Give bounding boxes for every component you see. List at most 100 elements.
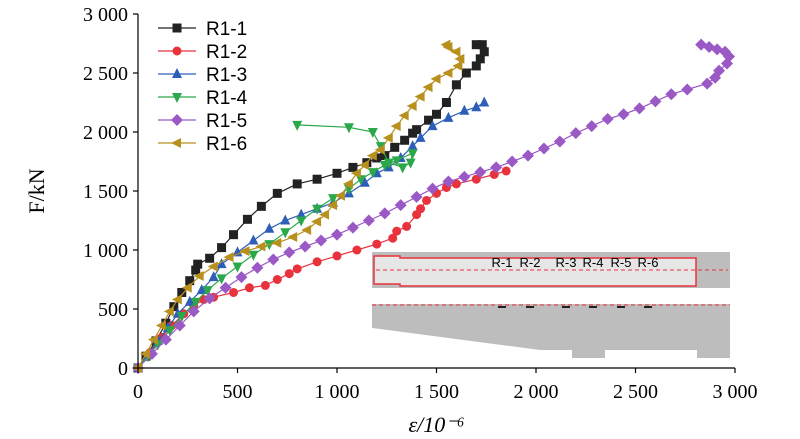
series-line <box>137 124 414 369</box>
data-point <box>193 259 203 269</box>
y-axis-title: F/kN <box>24 168 49 213</box>
data-point <box>390 142 400 152</box>
x-axis-title: ε/10⁻⁶ <box>408 412 464 437</box>
data-point <box>424 115 434 125</box>
data-point <box>328 194 339 205</box>
data-point <box>251 261 264 274</box>
data-point <box>147 334 158 345</box>
data-point <box>207 261 218 272</box>
data-point <box>271 237 282 248</box>
data-point <box>617 108 630 121</box>
data-point <box>191 265 201 275</box>
data-point <box>471 40 481 50</box>
gauge-mark <box>644 306 652 308</box>
y-tick-label: 2 500 <box>83 63 128 85</box>
data-point <box>601 113 614 126</box>
legend-label: R1-1 <box>206 19 247 40</box>
data-point <box>319 209 330 220</box>
data-point <box>474 166 487 179</box>
data-point <box>392 226 402 236</box>
data-point <box>402 221 412 231</box>
data-point <box>405 158 416 169</box>
gauge-mark <box>589 306 597 308</box>
data-point <box>163 306 174 317</box>
legend: R1-1R1-2R1-3R1-4R1-5R1-6 <box>158 19 248 155</box>
gauge-mark <box>617 306 625 308</box>
data-point <box>312 204 323 215</box>
data-point <box>332 251 342 261</box>
series-line <box>137 101 485 369</box>
data-point <box>139 348 150 359</box>
data-point <box>229 230 239 240</box>
data-point <box>342 178 353 189</box>
data-point <box>202 286 213 297</box>
data-point <box>260 280 270 290</box>
data-point <box>367 128 378 138</box>
x-tick-label: 1 000 <box>315 381 360 403</box>
data-point <box>416 204 426 214</box>
data-point <box>501 166 511 176</box>
data-point <box>301 224 312 235</box>
data-point <box>217 243 227 253</box>
data-point <box>454 53 465 64</box>
legend-item-r1-2: R1-2 <box>158 42 247 63</box>
data-point <box>248 234 259 245</box>
data-point <box>506 155 519 168</box>
legend-label: R1-6 <box>206 134 247 155</box>
data-point <box>422 195 432 205</box>
data-point <box>272 275 282 284</box>
data-point <box>171 294 182 305</box>
data-point <box>382 132 393 143</box>
data-point <box>359 176 370 187</box>
data-point <box>311 216 322 227</box>
data-point <box>649 95 662 108</box>
data-point <box>406 101 417 112</box>
data-point <box>569 127 582 140</box>
data-point <box>346 221 359 234</box>
data-point <box>315 234 328 247</box>
data-point <box>272 188 282 198</box>
data-point <box>205 253 215 263</box>
legend-marker <box>171 114 183 126</box>
data-point <box>394 199 407 212</box>
inset-gauge-label: R-6 <box>638 255 659 270</box>
data-point <box>350 168 361 179</box>
x-tick-label: 500 <box>223 381 253 403</box>
data-point <box>255 241 266 252</box>
data-point <box>287 232 298 243</box>
data-point <box>203 292 216 305</box>
data-point <box>284 269 294 279</box>
data-point <box>280 214 291 225</box>
inset-gauge-label: R-2 <box>520 255 541 270</box>
data-point <box>239 246 250 257</box>
data-point <box>553 135 566 148</box>
y-tick-label: 1 500 <box>83 181 128 203</box>
data-point <box>299 240 312 253</box>
data-point <box>388 233 398 243</box>
legend-item-r1-1: R1-1 <box>158 19 247 40</box>
legend-label: R1-5 <box>206 111 247 132</box>
data-point <box>181 282 192 293</box>
data-point <box>430 73 441 84</box>
data-point <box>479 96 490 107</box>
data-point <box>665 88 678 101</box>
data-point <box>407 140 418 151</box>
data-point <box>256 201 266 211</box>
data-point <box>458 170 471 183</box>
data-point <box>292 179 302 189</box>
data-point <box>585 120 598 133</box>
data-point <box>490 161 503 174</box>
beam-section-inset: R-1 R-2 R-3 R-4 R-5 R-6 <box>372 252 730 358</box>
data-point <box>312 257 322 267</box>
data-point <box>383 158 394 169</box>
data-point <box>412 125 422 135</box>
data-point <box>190 297 201 308</box>
legend-item-r1-3: R1-3 <box>158 65 247 86</box>
data-point <box>283 246 296 259</box>
data-point <box>216 258 227 269</box>
legend-item-r1-6: R1-6 <box>158 134 247 155</box>
data-point <box>352 245 362 255</box>
data-point <box>177 287 187 297</box>
data-point <box>208 271 219 282</box>
